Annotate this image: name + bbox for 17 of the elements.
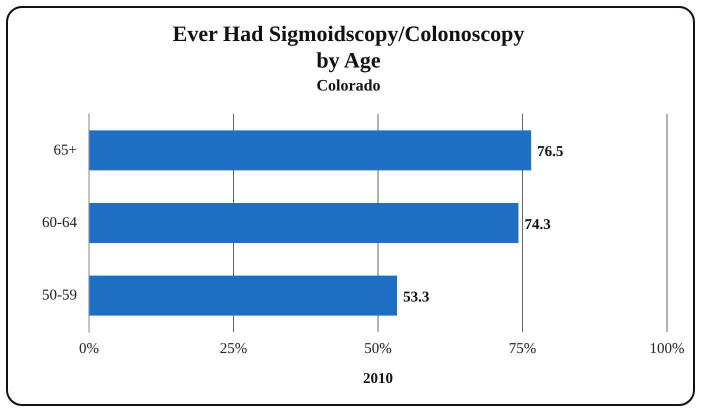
bar — [89, 203, 518, 243]
data-label: 74.3 — [524, 216, 551, 233]
x-tick-label: 25% — [220, 340, 248, 357]
data-label: 76.5 — [537, 144, 564, 160]
bar — [89, 276, 398, 316]
x-axis-title: 2010 — [363, 370, 393, 387]
bar — [89, 130, 532, 170]
x-tick-label: 50% — [364, 340, 392, 357]
y-tick-label: 65+ — [54, 142, 77, 158]
data-label: 53.3 — [403, 290, 430, 306]
chart-title: Ever Had Sigmoidscopy/Colonoscopy by Age — [172, 20, 524, 72]
x-tick-label: 75% — [508, 340, 536, 357]
chart-subtitle: Colorado — [316, 78, 380, 95]
x-tick-label: 0% — [78, 340, 99, 357]
y-tick-label: 60-64 — [42, 214, 78, 231]
x-tick-label: 100% — [650, 340, 684, 357]
y-tick-label: 50-59 — [42, 288, 77, 304]
